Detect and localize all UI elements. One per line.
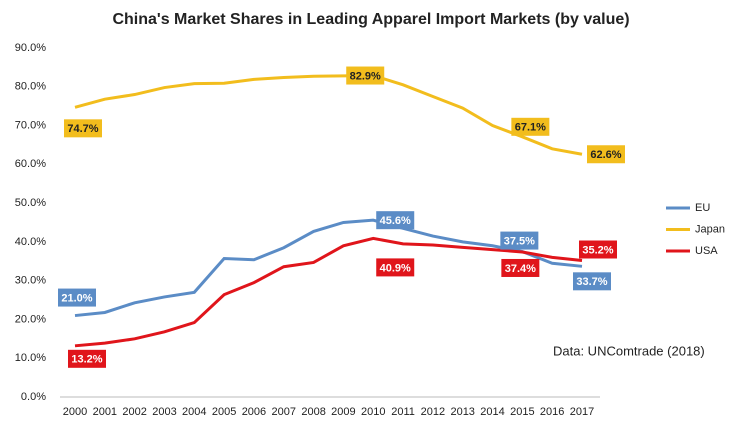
x-tick-label: 2004: [182, 406, 206, 418]
x-tick-label: 2015: [510, 406, 534, 418]
x-tick-label: 2012: [421, 406, 445, 418]
y-tick-label: 40.0%: [15, 236, 46, 248]
label-box: [346, 66, 385, 85]
data-label: 21.0%: [61, 292, 92, 304]
series-line: [74, 218, 583, 318]
y-tick-label: 30.0%: [15, 275, 46, 287]
label-box: [376, 211, 415, 230]
label-box: [501, 258, 540, 277]
y-tick-label: 90.0%: [15, 42, 46, 54]
data-label: 67.1%: [515, 122, 546, 134]
data-label: 62.6%: [590, 149, 621, 161]
x-tick-label: 2009: [331, 406, 355, 418]
data-label: 45.6%: [380, 215, 411, 227]
x-tick-label: 2002: [122, 406, 146, 418]
x-tick-label: 2005: [212, 406, 236, 418]
x-tick-label: 2017: [570, 406, 594, 418]
label-box: [58, 288, 96, 307]
data-label: 74.7%: [67, 123, 98, 135]
x-tick-label: 2001: [93, 406, 117, 418]
series-line: [74, 236, 583, 348]
data-label: 33.7%: [576, 276, 607, 288]
x-tick-label: 2011: [391, 406, 415, 418]
legend-label: EU: [695, 202, 710, 214]
data-label: 82.9%: [350, 70, 381, 82]
y-tick-label: 10.0%: [15, 352, 46, 364]
label-box: [500, 231, 539, 250]
x-tick-label: 2008: [301, 406, 325, 418]
label-box: [64, 119, 102, 138]
x-tick-label: 2003: [152, 406, 176, 418]
label-box: [68, 349, 106, 368]
data-label: 13.2%: [71, 354, 102, 366]
chart-title: China's Market Shares in Leading Apparel…: [112, 11, 629, 28]
x-tick-label: 2006: [242, 406, 266, 418]
label-box: [376, 258, 415, 277]
y-tick-label: 50.0%: [15, 197, 46, 209]
x-tick-label: 2000: [63, 406, 87, 418]
label-box: [579, 240, 617, 259]
data-label: 37.5%: [504, 235, 535, 247]
label-box: [587, 145, 625, 164]
label-box: [573, 272, 611, 291]
y-tick-label: 80.0%: [15, 81, 46, 93]
data-label: 40.9%: [380, 262, 411, 274]
legend-label: USA: [695, 245, 718, 257]
y-tick-label: 60.0%: [15, 158, 46, 170]
series-line: [74, 74, 583, 156]
data-label: 37.4%: [505, 263, 536, 275]
source-note: Data: UNComtrade (2018): [553, 343, 705, 358]
x-tick-label: 2007: [272, 406, 296, 418]
x-tick-label: 2014: [480, 406, 504, 418]
legend-label: Japan: [695, 223, 725, 235]
data-label: 35.2%: [582, 244, 613, 256]
x-tick-label: 2016: [540, 406, 564, 418]
label-box: [511, 117, 550, 136]
x-tick-label: 2013: [450, 406, 474, 418]
y-tick-label: 20.0%: [15, 313, 46, 325]
y-tick-label: 0.0%: [21, 391, 46, 403]
y-tick-label: 70.0%: [15, 119, 46, 131]
x-tick-label: 2010: [361, 406, 385, 418]
